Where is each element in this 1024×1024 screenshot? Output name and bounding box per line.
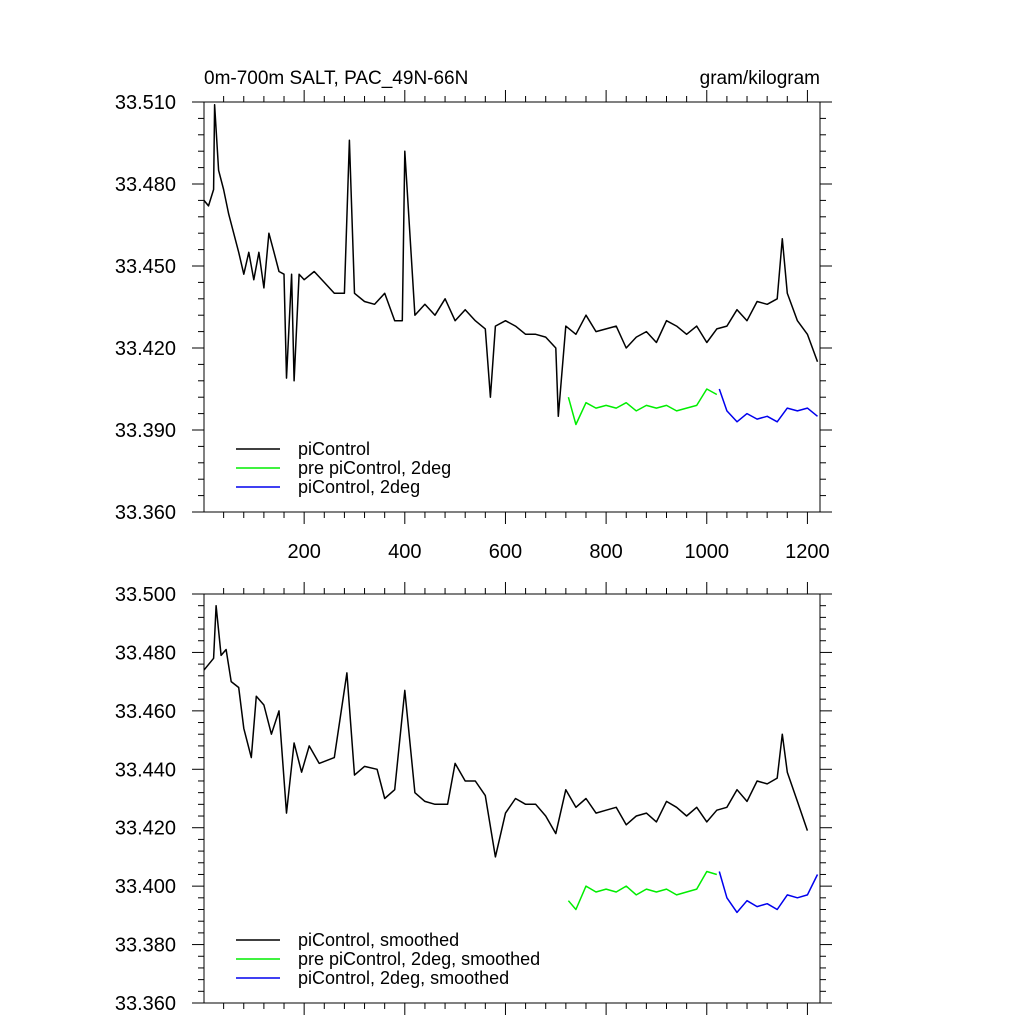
legend-label: pre piControl, 2deg: [298, 458, 451, 478]
y-tick-label: 33.390: [115, 420, 176, 442]
y-tick-label: 33.480: [115, 174, 176, 196]
y-tick-label: 33.380: [115, 935, 176, 957]
y-tick-label: 33.360: [115, 993, 176, 1015]
y-tick-label: 33.420: [115, 338, 176, 360]
series-line-pre-picontrol-2deg-smoothed: [567, 870, 718, 911]
plot-frame: [203, 593, 821, 1004]
series-line-picontrol-2deg-smoothed: [718, 871, 819, 914]
y-tick-label: 33.360: [115, 502, 176, 524]
legend-label: piControl: [298, 439, 370, 459]
series-line-picontrol-smoothed: [204, 604, 809, 858]
x-tick-label: 200: [287, 541, 320, 563]
x-tick-label: 600: [489, 541, 522, 563]
y-tick-label: 33.400: [115, 876, 176, 898]
series-line-picontrol-2deg: [718, 388, 818, 423]
chart-title: 0m-700m SALT, PAC_49N-66N: [204, 68, 468, 89]
series-line-picontrol: [204, 103, 819, 418]
y-tick-label: 33.480: [115, 642, 176, 664]
y-tick-label: 33.450: [115, 256, 176, 278]
series-line-pre-picontrol-2deg: [567, 388, 718, 426]
chart-panel-2: 33.360 33.380 33.400 33.420 33.440 33.460 33.4…: [115, 582, 832, 1015]
x-tick-label: 400: [388, 541, 421, 563]
x-tick-label: 1000: [685, 541, 730, 563]
legend-label: piControl, 2deg: [298, 477, 420, 497]
chart-panel-1: 33.360 33.390 33.420 33.450 33.480 33.510 200 4…: [115, 68, 832, 563]
y-tick-label: 33.510: [115, 92, 176, 114]
y-tick-label: 33.500: [115, 584, 176, 606]
legend-label: piControl, 2deg, smoothed: [298, 968, 509, 988]
y-tick-label: 33.440: [115, 759, 176, 781]
legend-label: pre piControl, 2deg, smoothed: [298, 949, 540, 969]
plot-frame: [203, 101, 821, 513]
x-tick-label: 1200: [785, 541, 830, 563]
legend-label: piControl, smoothed: [298, 930, 459, 950]
units-label: gram/kilogram: [700, 68, 820, 89]
y-tick-label: 33.420: [115, 818, 176, 840]
x-tick-label: 800: [589, 541, 622, 563]
y-tick-label: 33.460: [115, 701, 176, 723]
